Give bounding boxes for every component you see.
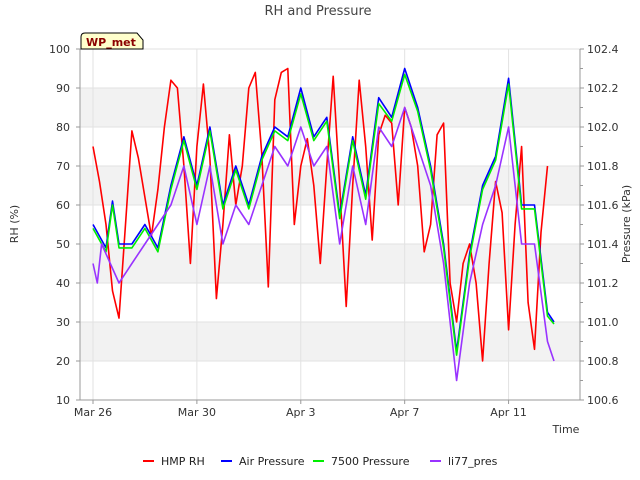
legend-label-2: 7500 Pressure bbox=[331, 455, 410, 468]
y-right-tick-label: 101.4 bbox=[587, 238, 619, 251]
axes: 10 20 30 40 50 60 70 80 90 100 100.6 100.8 101.0 101.… bbox=[49, 43, 619, 419]
y-right-tick-label: 100.6 bbox=[587, 394, 619, 407]
y-right-tick-label: 100.8 bbox=[587, 355, 619, 368]
y-left-tick-label: 30 bbox=[56, 316, 70, 329]
x-tick-label: Apr 3 bbox=[286, 406, 316, 419]
y-right-tick-label: 102.4 bbox=[587, 43, 619, 56]
series-line-0 bbox=[92, 67, 549, 362]
series-line-2 bbox=[92, 73, 555, 356]
y-left-tick-label: 100 bbox=[49, 43, 70, 56]
grid-band bbox=[80, 244, 580, 283]
legend-label-1: Air Pressure bbox=[239, 455, 305, 468]
station-badge-box bbox=[80, 32, 144, 50]
plot-background bbox=[80, 49, 580, 400]
x-tick-label: Apr 7 bbox=[390, 406, 420, 419]
legend-label-3: li77_pres bbox=[448, 455, 498, 468]
y-right-tick-label: 101.6 bbox=[587, 199, 619, 212]
y-left-tick-label: 10 bbox=[56, 394, 70, 407]
chart-title: RH and Pressure bbox=[264, 4, 371, 19]
x-tick-label: Apr 11 bbox=[490, 406, 527, 419]
y-right-tick-label: 102.0 bbox=[587, 121, 619, 134]
station-badge: WP_met bbox=[80, 32, 144, 50]
x-axis-title: Time bbox=[552, 423, 580, 436]
y-axis-right-title: Pressure (kPa) bbox=[620, 185, 633, 263]
grid-band bbox=[80, 322, 580, 361]
y-right-tick-label: 101.8 bbox=[587, 160, 619, 173]
y-left-tick-label: 60 bbox=[56, 199, 70, 212]
series-layer bbox=[92, 67, 555, 382]
station-badge-label: WP_met bbox=[86, 36, 136, 49]
y-left-tick-label: 20 bbox=[56, 355, 70, 368]
x-tick-label: Mar 30 bbox=[178, 406, 216, 419]
y-left-tick-label: 50 bbox=[56, 238, 70, 251]
y-right-tick-label: 102.2 bbox=[587, 82, 619, 95]
legend-label-0: HMP RH bbox=[161, 455, 205, 468]
y-left-tick-label: 90 bbox=[56, 82, 70, 95]
y-left-tick-label: 80 bbox=[56, 121, 70, 134]
series-line-3 bbox=[92, 106, 555, 382]
y-axis-left-title: RH (%) bbox=[8, 205, 21, 243]
y-left-tick-label: 40 bbox=[56, 277, 70, 290]
y-left-tick-label: 70 bbox=[56, 160, 70, 173]
legend: HMP RH Air Pressure 7500 Pressure li77_pres bbox=[143, 455, 498, 468]
x-tick-label: Mar 26 bbox=[74, 406, 112, 419]
y-right-tick-label: 101.2 bbox=[587, 277, 619, 290]
y-right-tick-label: 101.0 bbox=[587, 316, 619, 329]
